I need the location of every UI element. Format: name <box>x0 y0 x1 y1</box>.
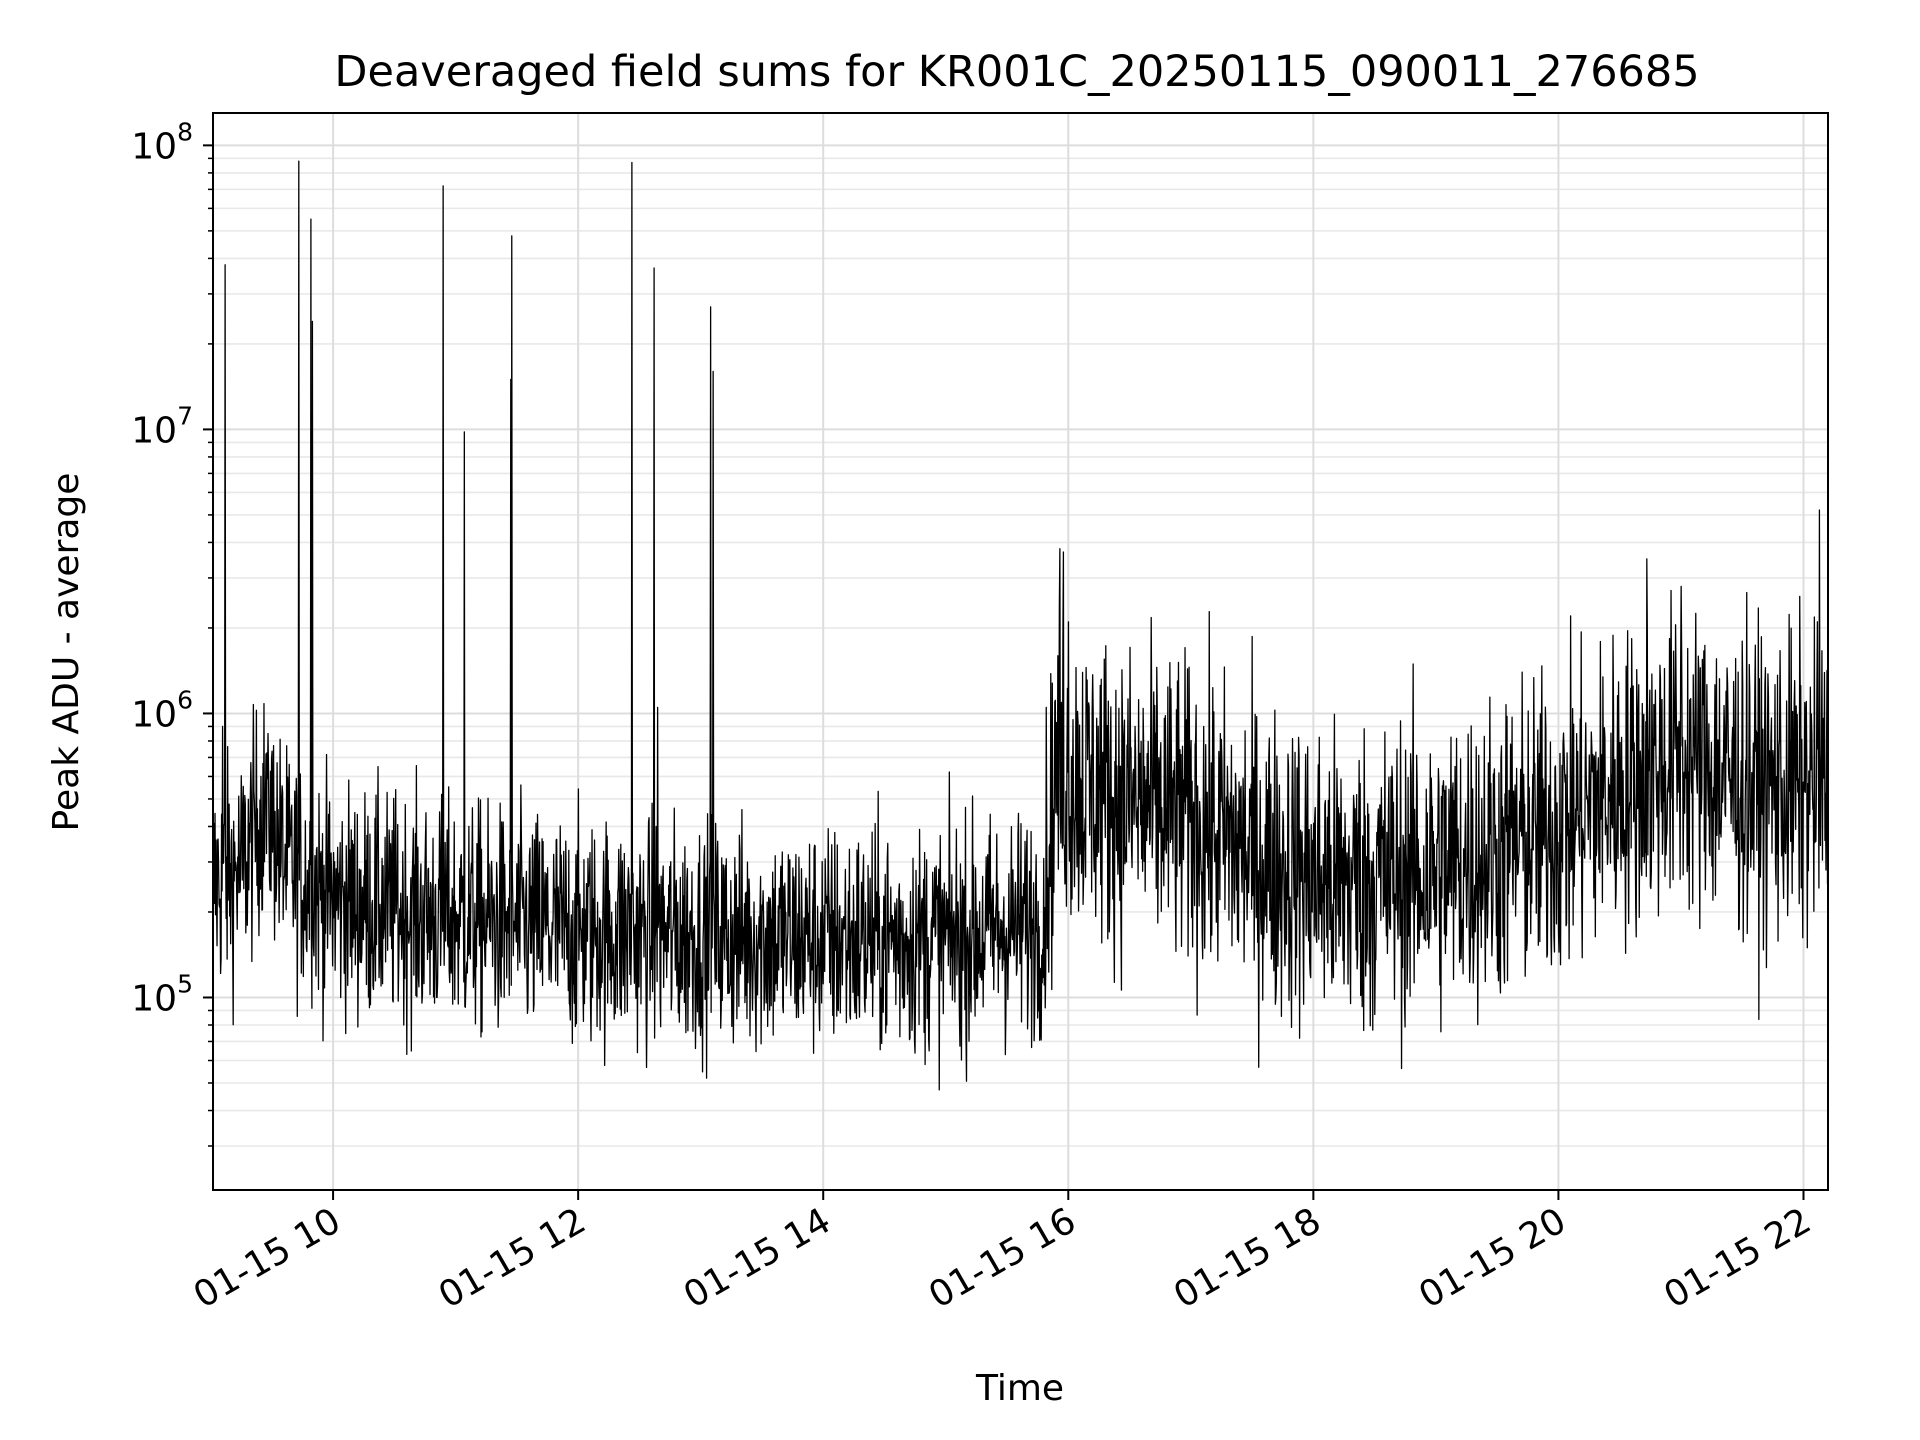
y-tick-label: 107 <box>131 401 193 451</box>
series-line <box>212 160 1829 1091</box>
y-tick-label: 108 <box>131 117 193 167</box>
series-trace <box>212 160 1829 1091</box>
y-axis: 105 106 107 108 <box>131 117 213 1147</box>
y-tick-label: 105 <box>131 969 193 1019</box>
y-axis-label: Peak ADU - average <box>46 473 87 832</box>
chart-title: Deaveraged field sums for KR001C_2025011… <box>334 47 1699 97</box>
x-axis-label: Time <box>975 1368 1064 1409</box>
plot-area-frame <box>212 112 1829 1191</box>
y-tick-label: 106 <box>131 685 193 735</box>
